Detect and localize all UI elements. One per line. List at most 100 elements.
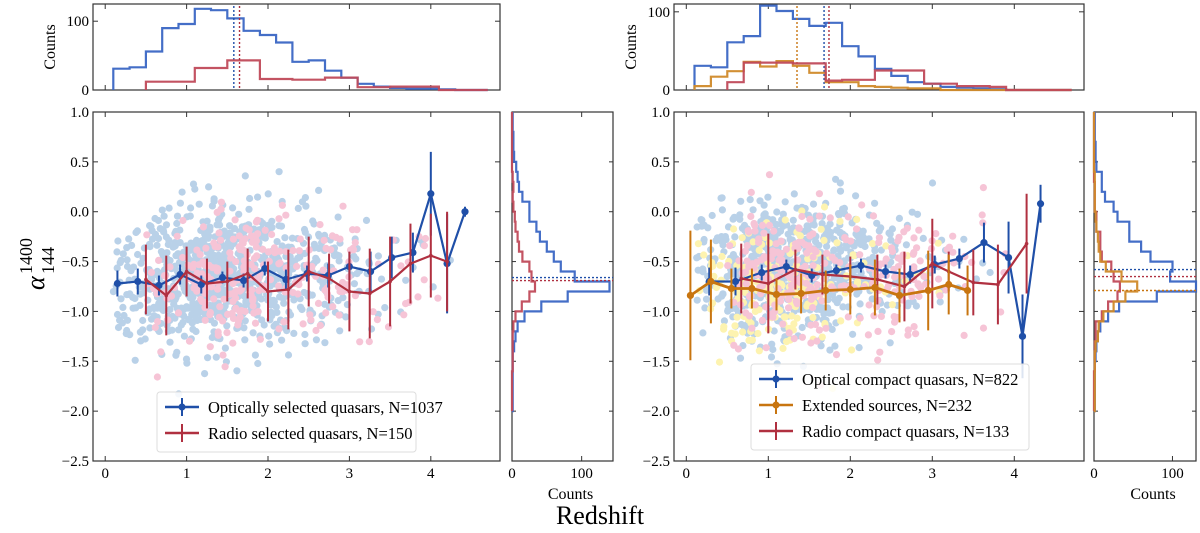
data-point-optical [881,267,890,276]
scatter-point-extended [848,346,856,354]
scatter-point-optical [273,308,281,316]
scatter-point-radio [227,254,235,262]
scatter-point-radio [979,219,987,227]
scatter-point-optical [736,354,745,362]
scatter-point-optical [277,222,286,230]
scatter-point-optical [350,252,358,260]
scatter-point-extended [788,312,796,320]
scatter-point-optical [223,322,231,330]
scatter-point-radio [880,259,888,268]
data-point-optical [427,190,435,198]
scatter-point-optical [195,200,203,208]
scatter-point-radio [308,262,316,271]
scatter-point-optical [210,319,218,327]
scatter-point-optical [336,327,344,335]
scatter-point-optical [176,199,184,207]
scatter-point-optical [131,356,139,364]
scatter-point-radio [758,221,767,229]
scatter-point-radio [339,202,347,210]
scatter-point-extended [782,338,791,346]
scatter-point-optical [275,266,284,274]
side-hist-step-extended [1092,112,1139,413]
scatter-point-radio [236,307,244,315]
scatter-point-optical [790,190,798,198]
side-hist-frame-right [1093,111,1197,462]
scatter-point-optical [221,302,229,310]
data-point-optical [239,276,248,285]
scatter-point-radio [747,212,755,220]
scatter-point-extended [837,317,845,325]
scatter-point-optical [180,332,188,340]
y-axis-label-sup: 1400 [16,238,36,274]
data-point-optical [731,277,740,286]
scatter-point-radio [809,253,817,261]
scatter-point-optical [213,221,221,229]
legend-right: Optical compact quasars, N=822 Radio comp… [750,363,1030,451]
scatter-point-optical [166,306,174,314]
data-point-extended [748,284,756,293]
scatter-point-optical [913,210,922,218]
scatter-point-radio [299,320,307,328]
scatter-cloud-left [109,168,454,398]
scatter-point-radio [143,231,151,239]
scatter-point-optical [266,340,274,348]
data-point-extended [846,285,854,294]
data-point-radio [875,277,880,282]
scatter-point-radio [147,268,156,276]
scatter-point-optical [749,206,757,214]
scatter-point-radio [236,313,244,321]
scatter-point-radio [221,363,229,371]
scatter-point-radio [346,246,355,254]
scatter-point-optical [229,204,237,212]
scatter-point-radio [365,338,373,346]
scatter-point-optical [301,330,309,339]
y-tick-label: −1.5 [643,354,670,370]
data-point-radio [286,287,291,292]
scatter-point-radio [434,294,442,302]
scatter-point-radio [214,328,222,336]
scatter-point-optical [840,204,849,212]
scatter-point-radio [844,313,852,321]
scatter-point-radio [828,283,836,291]
scatter-point-optical [693,296,701,304]
scatter-point-radio [910,323,918,331]
series-line-radio [741,242,1028,288]
data-point-extended [772,290,781,299]
scatter-point-optical [702,295,711,303]
scatter-point-radio [306,311,314,319]
scatter-point-radio [815,190,824,198]
data-point-optical [261,264,269,273]
scatter-point-optical [281,234,289,242]
scatter-point-optical [118,319,126,327]
data-point-radio [347,289,352,294]
scatter-point-radio [949,232,957,240]
scatter-point-optical [750,253,758,261]
scatter-point-radio [979,324,988,332]
scatter-point-radio [904,326,912,334]
scatter-point-optical [736,211,744,219]
scatter-point-optical [113,248,121,256]
scatter-point-optical [148,235,157,243]
scatter-point-radio [910,234,918,242]
scatter-point-radio [256,335,264,343]
scatter-point-radio [247,260,255,269]
scatter-point-optical [179,318,187,327]
scatter-point-optical [812,238,820,246]
scatter-point-radio [193,246,201,254]
side-hist-x-label: Counts [548,486,593,503]
scatter-point-radio [400,311,408,319]
scatter-point-optical [833,299,841,307]
data-point-radio [225,279,230,284]
scatter-point-optical [128,241,136,249]
scatter-point-optical [257,295,265,303]
x-tick-label: 3 [346,466,354,482]
scatter-point-extended [749,238,757,246]
scatter-point-radio [206,343,214,351]
scatter-point-extended [868,240,877,248]
scatter-point-optical [146,222,154,230]
data-point-extended [707,277,715,286]
scatter-point-optical [205,183,213,191]
scatter-point-radio [852,225,861,233]
scatter-point-optical [308,291,316,299]
scatter-point-radio [154,318,162,326]
